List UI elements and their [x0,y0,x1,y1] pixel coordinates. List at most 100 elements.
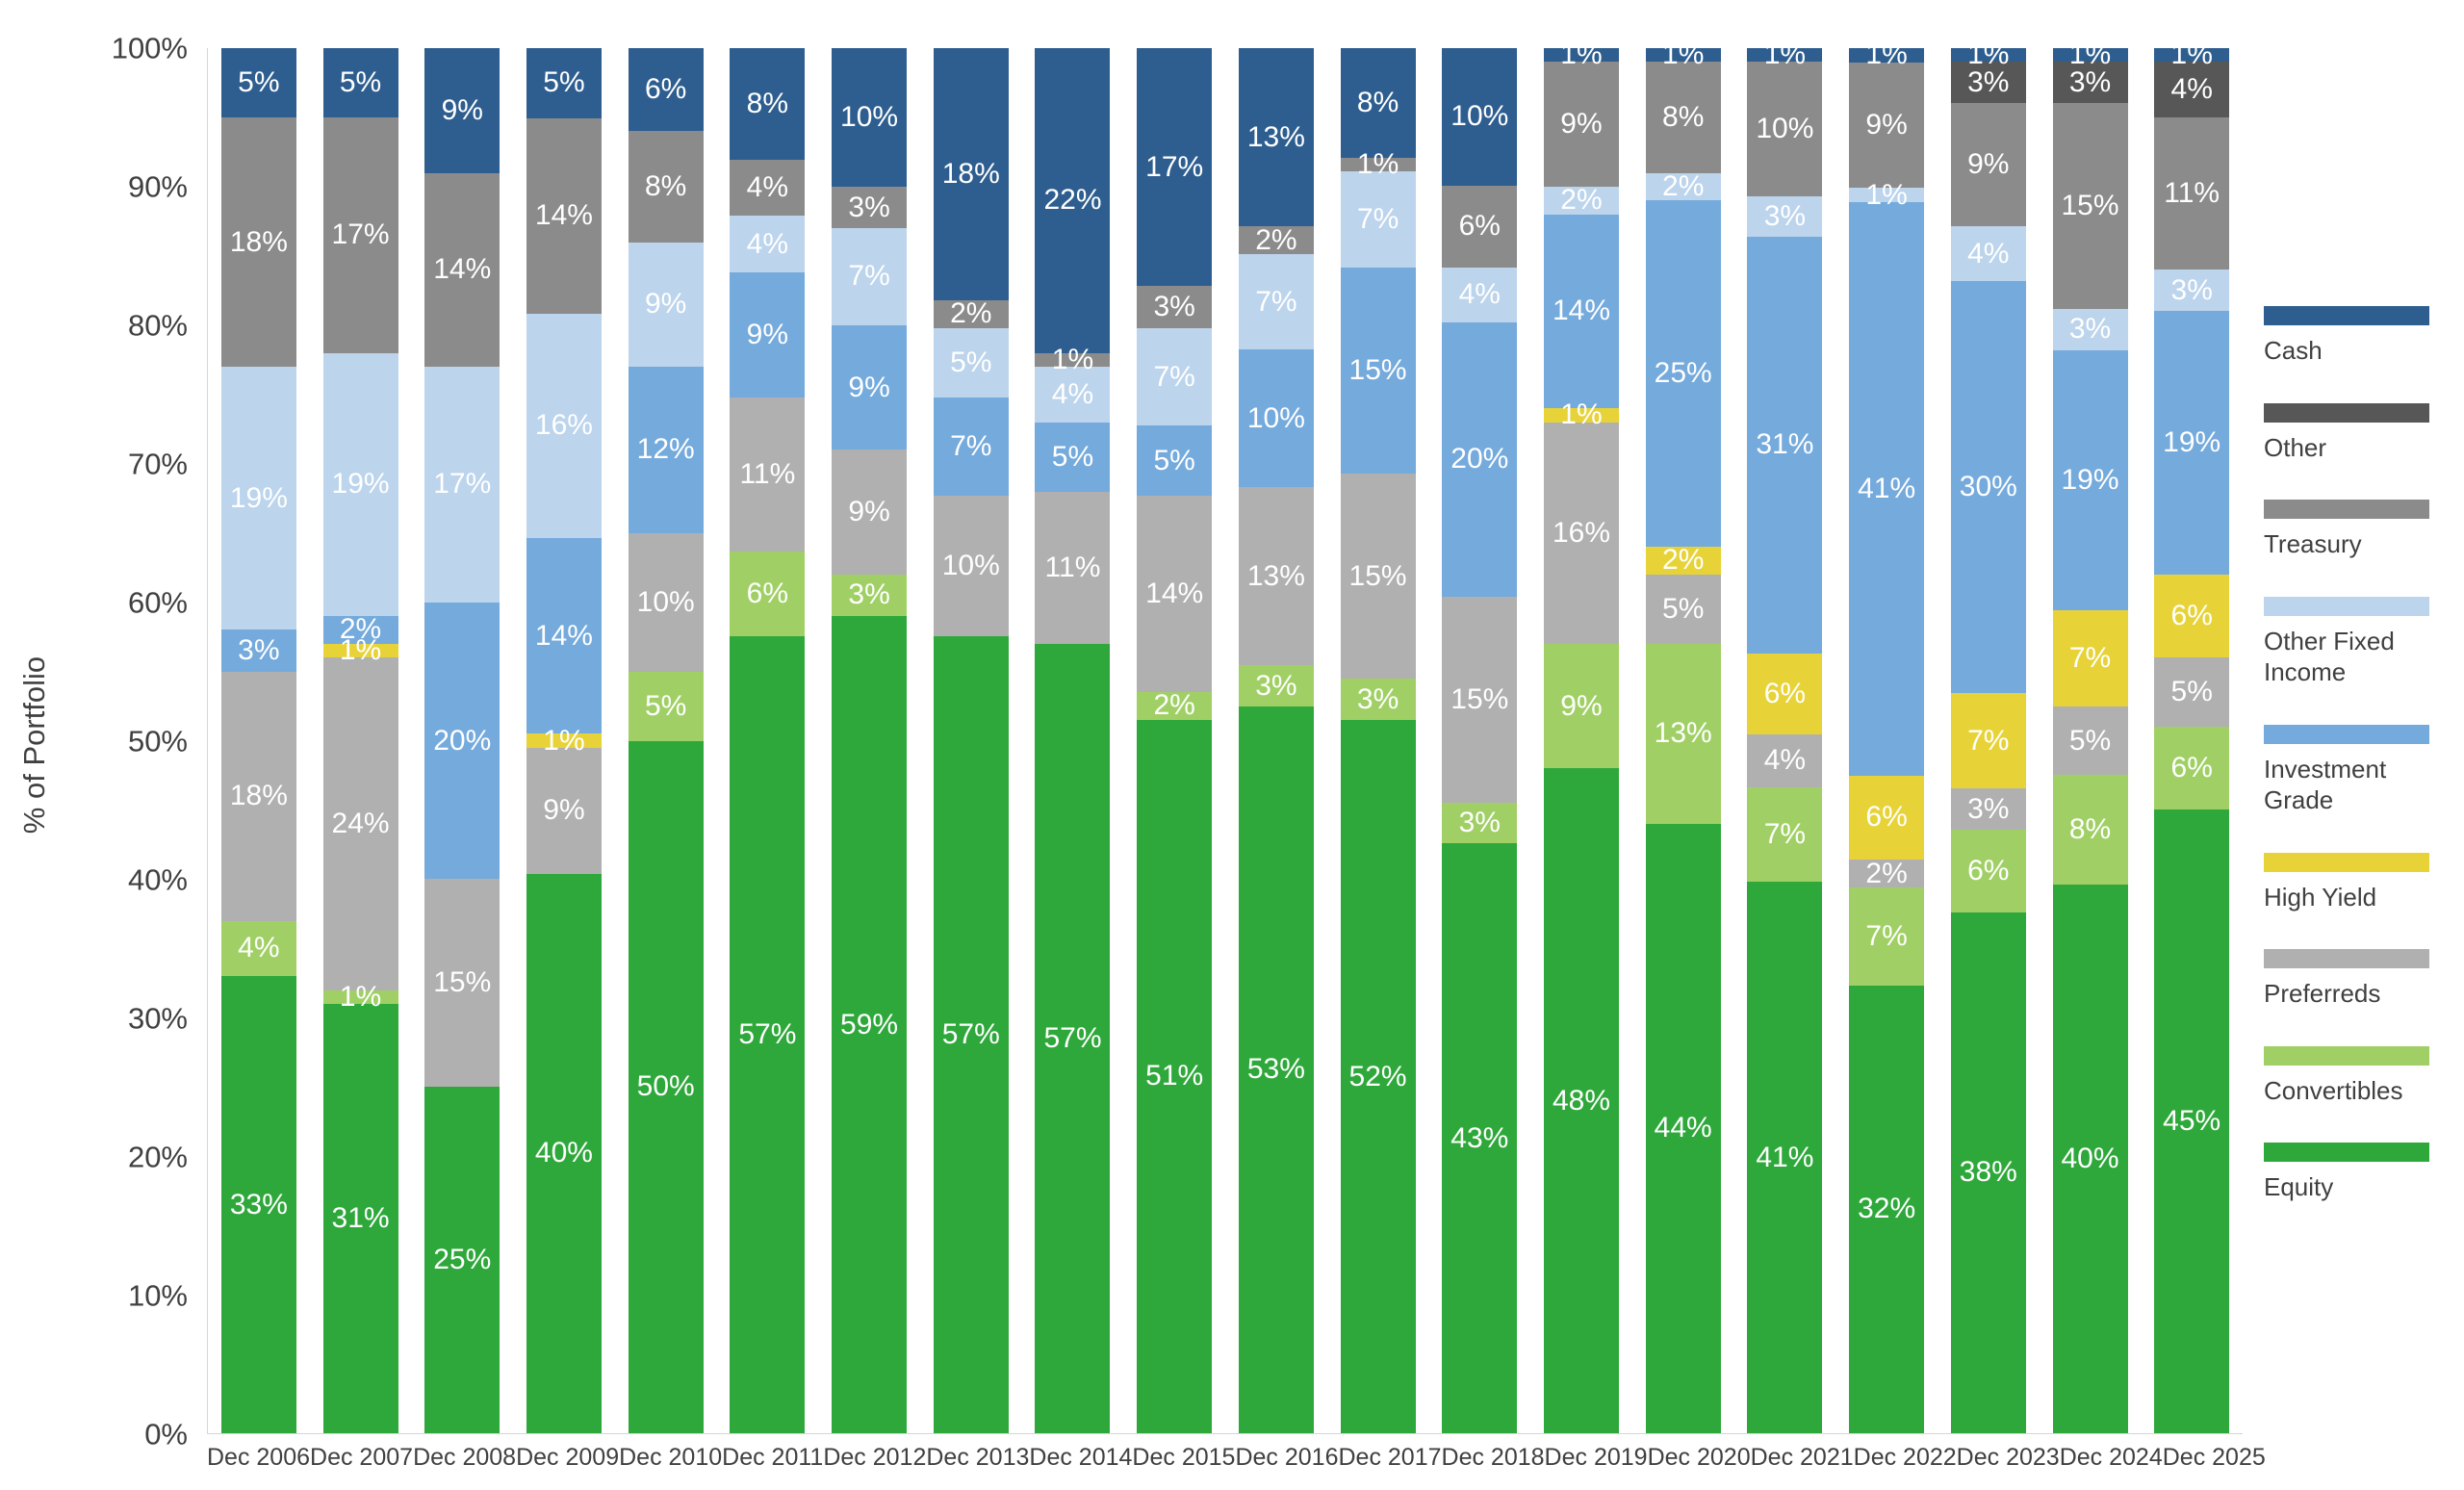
segment-value-label: 38% [1959,1156,2017,1189]
bar-segment-high-yield: 6% [1747,653,1823,734]
bar-segment-equity: 50% [628,740,704,1433]
bar-segment-convertibles: 6% [2154,727,2230,810]
segment-value-label: 11% [739,458,796,491]
segment-value-label: 10% [1756,112,1814,144]
segment-value-label: 4% [2170,73,2213,106]
bar-segment-preferreds: 16% [1543,422,1619,644]
bar-segment-investment-grade: 9% [832,324,908,450]
segment-value-label: 5% [1153,444,1195,476]
segment-value-label: 7% [1763,818,1807,851]
segment-value-label: 9% [1560,689,1603,722]
legend-item-other-fixed-income: Other Fixed Income [2264,596,2442,688]
bar-segment-equity: 52% [1340,720,1416,1433]
segment-value-label: 9% [441,93,483,126]
segment-value-label: 14% [1552,295,1611,327]
bar-segment-cash: 10% [1442,48,1518,186]
bar-segment-cash: 1% [2154,40,2230,69]
stacked-bar-dec-2013: 57% 10% 7% 5% 2% 18% [933,48,1009,1433]
segment-value-label: 6% [746,577,789,609]
segment-value-label: 3% [238,634,280,666]
x-axis-label: Dec 2016 [1235,1444,1339,1471]
segment-value-label: 7% [848,260,890,293]
segment-value-label: 33% [229,1188,288,1220]
segment-value-label: 4% [1763,744,1807,777]
segment-value-label: 8% [2068,813,2112,846]
segment-value-label: 4% [1967,237,2010,270]
bar-segment-convertibles: 9% [1543,643,1619,769]
segment-value-label: 8% [746,88,789,120]
segment-value-label: 24% [331,807,390,839]
y-axis-tick: 80% [127,308,188,343]
bar-slot: 48% 9% 16% 1% 14% 2% 9% 1% [1530,40,1632,1433]
bar-segment-other-fixed-income: 16% [526,314,602,538]
bar-segment-cash: 22% [1035,48,1111,353]
bar-segment-equity: 41% [1747,882,1823,1433]
segment-value-label: 1% [1560,39,1603,71]
legend-label: Other [2264,432,2327,462]
legend-swatch-equity [2264,1143,2429,1162]
bar-segment-other: 4% [2154,62,2230,118]
segment-value-label: 6% [1763,677,1807,709]
segment-value-label: 4% [1051,377,1094,410]
legend-item-treasury: Treasury [2264,500,2442,560]
segment-value-label: 17% [433,468,492,501]
stacked-bar-dec-2016: 53% 3% 13% 10% 7% 2% 13% [1238,48,1314,1433]
bar-segment-cash: 10% [832,48,908,187]
segment-value-label: 2% [339,613,382,646]
y-axis-tick: 90% [127,169,188,204]
segment-value-label: 6% [2170,752,2213,784]
bar-segment-convertibles: 7% [1747,787,1823,883]
segment-value-label: 51% [1145,1060,1204,1092]
segment-value-label: 5% [339,66,382,99]
bar-segment-high-yield: 1% [322,636,398,665]
segment-value-label: 45% [2163,1105,2221,1138]
bar-segment-equity: 57% [1035,643,1111,1433]
stacked-bar-dec-2021: 41% 7% 4% 6% 31% 3% 10% 1% [1747,40,1823,1433]
segment-value-label: 2% [1153,689,1195,722]
segment-value-label: 1% [1356,148,1399,181]
segment-value-label: 9% [848,371,890,403]
x-axis-label: Dec 2017 [1338,1444,1442,1471]
bar-segment-treasury: 6% [1442,185,1518,268]
segment-value-label: 10% [1450,100,1509,133]
bar-segment-preferreds: 15% [1340,473,1416,680]
bar-segment-investment-grade: 7% [933,398,1009,497]
bar-segment-cash: 17% [1137,48,1213,287]
bar-segment-investment-grade: 20% [424,602,500,880]
bar-segment-high-yield: 7% [2052,610,2128,706]
bar-segment-preferreds: 18% [220,671,296,921]
bar-segment-preferreds: 24% [322,657,398,990]
x-axis-label: Dec 2013 [926,1444,1030,1471]
stacked-bar-dec-2011: 57% 6% 11% 9% 4% 4% 8% [730,48,806,1433]
segment-value-label: 31% [1756,428,1814,461]
bar-segment-treasury: 9% [1950,103,2026,227]
segment-value-label: 5% [2068,724,2112,757]
legend-label: Other Fixed Income [2264,626,2395,687]
y-axis-tick: 70% [127,447,188,481]
bar-segment-equity: 48% [1543,768,1619,1433]
stacked-bar-dec-2023: 38% 6% 3% 7% 30% 4% 9% 3% 1% [1950,40,2026,1433]
bar-segment-treasury: 9% [1849,62,1925,189]
bar-segment-preferreds: 3% [1950,788,2026,831]
bar-segment-treasury: 17% [322,117,398,353]
bar-segment-equity: 31% [322,1003,398,1433]
bar-segment-cash: 1% [1747,40,1823,69]
bar-slot: 43% 3% 15% 20% 4% 6% 10% [1428,48,1530,1433]
bar-segment-preferreds: 15% [424,879,500,1088]
segment-value-label: 1% [339,980,382,1013]
bar-segment-high-yield: 1% [1543,400,1619,429]
bar-segment-investment-grade: 25% [1645,200,1721,548]
bar-slot: 32% 7% 2% 6% 41% 1% 9% 1% [1835,40,1938,1433]
stacked-bar-dec-2019: 48% 9% 16% 1% 14% 2% 9% 1% [1543,40,1619,1433]
segment-value-label: 6% [1865,801,1908,834]
bar-segment-investment-grade: 41% [1849,201,1925,776]
segment-value-label: 43% [1450,1121,1509,1154]
stacked-bar-dec-2015: 51% 2% 14% 5% 7% 3% 17% [1137,48,1213,1433]
x-axis-label: Dec 2014 [1029,1444,1133,1471]
segment-value-label: 3% [1967,65,2010,98]
legend-item-other: Other [2264,402,2442,464]
segment-value-label: 10% [941,549,1000,581]
segment-value-label: 9% [848,496,890,528]
stacked-bar-dec-2024: 40% 8% 5% 7% 19% 3% 15% 3% 1% [2052,40,2128,1433]
bar-slot: 33% 4% 18% 3% 19% 18% 5% [208,48,310,1433]
